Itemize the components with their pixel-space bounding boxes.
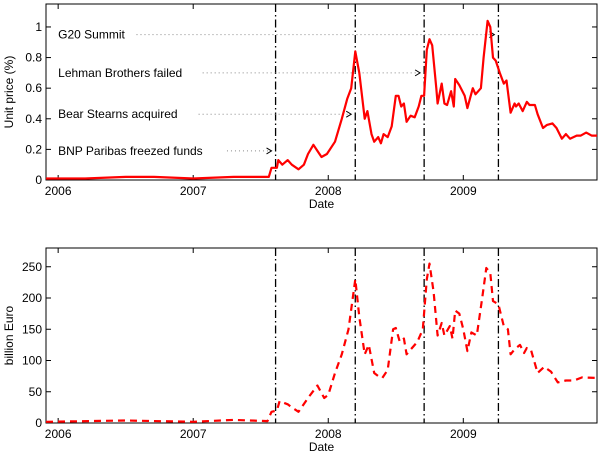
y-tick-label: 0.4 xyxy=(25,112,42,126)
chart-panel-1: 2006 2007 2008 2009 0 0.2 0.4 0.6 0.8 1 Date Unit p… xyxy=(2,3,598,211)
x-axis-label: Date xyxy=(309,440,335,454)
arrowhead-icon xyxy=(414,69,422,77)
x-tick-label: 2007 xyxy=(180,427,207,441)
x-tick-label: 2007 xyxy=(180,184,207,198)
y-tick-label: 100 xyxy=(22,354,42,368)
annotation-label: BNP Paribas freezed funds xyxy=(58,144,203,158)
y-tick-label: 0.6 xyxy=(25,81,42,95)
annotation-label: Bear Stearns acquired xyxy=(58,107,177,121)
y-tick-label: 150 xyxy=(22,322,42,336)
x-tick-label: 2006 xyxy=(45,427,72,441)
y-tick-label: 50 xyxy=(29,385,43,399)
y-tick-label: 0 xyxy=(35,173,42,187)
y-tick-label: 0.2 xyxy=(25,142,42,156)
y-tick-label: 250 xyxy=(22,260,42,274)
arrowhead-icon xyxy=(345,110,353,118)
y-tick-label: 1 xyxy=(35,20,42,34)
x-axis-label: Date xyxy=(309,197,335,211)
x-tick-label: 2009 xyxy=(450,184,477,198)
x-tick-label: 2008 xyxy=(315,184,342,198)
x-tick-label: 2009 xyxy=(450,427,477,441)
arrowhead-icon xyxy=(266,147,273,155)
y-tick-label: 0.8 xyxy=(25,51,42,65)
y-tick-label: 0 xyxy=(35,416,42,430)
axes-box xyxy=(45,247,598,424)
annotation-label: G20 Summit xyxy=(58,28,125,42)
x-tick-label: 2006 xyxy=(45,184,72,198)
annotation-label: Lehman Brothers failed xyxy=(58,66,182,80)
y-axis-label: billion Euro xyxy=(2,305,16,365)
chart-panel-2: 2006 2007 2008 2009 0 50 100 150 200 250 Date billi… xyxy=(2,247,598,454)
series-line xyxy=(46,19,597,180)
x-tick-label: 2008 xyxy=(315,427,342,441)
series-line xyxy=(45,262,598,423)
y-tick-label: 200 xyxy=(22,291,42,305)
axes-box xyxy=(45,3,598,181)
y-axis-label: Unit price (%) xyxy=(2,56,16,129)
